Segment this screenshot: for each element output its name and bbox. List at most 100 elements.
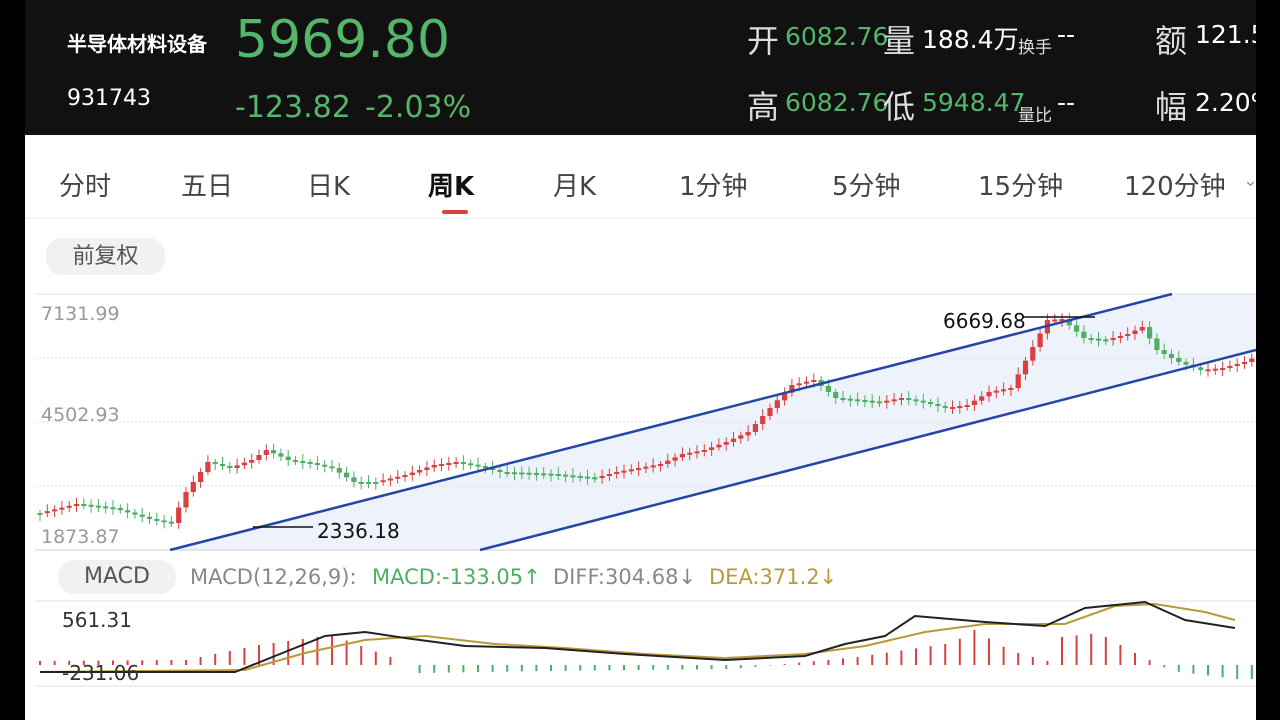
candle-body <box>621 470 627 473</box>
macd-value: MACD:-133.05↑ <box>372 565 541 589</box>
low-value: 5948.47 <box>922 88 1026 117</box>
candle-body <box>964 405 970 407</box>
candle-body <box>789 385 795 393</box>
candle-body <box>833 392 839 398</box>
candle-body <box>1037 333 1043 347</box>
candle-body <box>1234 364 1240 366</box>
candle-body <box>570 475 576 478</box>
high-marker-label: 6669.68 <box>943 309 1026 333</box>
candle-body <box>59 507 65 510</box>
candle-body <box>409 472 415 475</box>
candle-body <box>161 520 167 523</box>
candle-body <box>906 398 912 400</box>
candle-body <box>1154 338 1160 350</box>
candle-body <box>584 476 591 479</box>
candle-body <box>986 392 992 397</box>
candle-body <box>336 468 342 473</box>
candle-body <box>920 400 926 403</box>
tab-120-minute[interactable]: 120分钟 <box>1124 172 1226 202</box>
candle-body <box>796 383 802 386</box>
channel-upper-line <box>169 292 1173 552</box>
tab-five-day[interactable]: 五日 <box>181 172 234 202</box>
macd-chart[interactable]: 561.31 -231.06 <box>25 598 1256 710</box>
candle-body <box>125 510 131 513</box>
tab-1-minute[interactable]: 1分钟 <box>679 172 748 202</box>
candle-body <box>504 472 510 474</box>
candle-body <box>942 406 948 408</box>
candle-body <box>782 392 788 401</box>
tab-monthly-k[interactable]: 月K <box>553 172 597 202</box>
candle-body <box>979 396 985 401</box>
candle-body <box>1081 331 1087 338</box>
candle-body <box>599 476 605 478</box>
candle-body <box>1052 319 1058 322</box>
candle-body <box>672 457 678 461</box>
candle-body <box>198 472 204 482</box>
candle-body <box>168 521 174 524</box>
candle-body <box>66 505 72 508</box>
candle-body <box>52 509 58 512</box>
index-name: 半导体材料设备 <box>67 32 207 56</box>
candle-body <box>292 460 299 462</box>
candle-body <box>351 477 357 482</box>
tab-daily-k[interactable]: 日K <box>307 172 351 202</box>
candle-body <box>760 416 766 424</box>
candle-body <box>1249 358 1255 362</box>
candle-body <box>73 504 80 506</box>
candle-body <box>219 464 226 466</box>
candle-body <box>424 467 430 470</box>
candle-body <box>730 438 737 442</box>
diff-line <box>40 600 1236 673</box>
tab-15-minute[interactable]: 15分钟 <box>978 172 1064 202</box>
amplitude-value: 2.20% <box>1195 88 1256 117</box>
dea-line <box>39 602 1236 673</box>
candle-body <box>577 476 583 478</box>
candle-body <box>519 472 525 475</box>
candle-body <box>891 399 897 402</box>
candle-body <box>212 462 218 464</box>
candle-body <box>88 504 94 507</box>
candle-body <box>1074 325 1080 332</box>
candle-body <box>541 473 547 476</box>
macd-axis-min: -231.06 <box>62 661 139 685</box>
candle-body <box>935 404 941 406</box>
candle-body <box>723 442 729 445</box>
indicator-select-button[interactable]: MACD <box>58 560 176 594</box>
candle-body <box>329 466 335 469</box>
low-label: 低 <box>883 88 916 126</box>
candle-body <box>285 456 291 460</box>
candle-body <box>657 464 664 466</box>
candle-body <box>636 468 642 470</box>
tab-5-minute[interactable]: 5分钟 <box>832 172 901 202</box>
candle-body <box>190 482 196 492</box>
candle-body <box>1161 350 1167 354</box>
candle-body <box>453 462 459 464</box>
candle-body <box>898 398 904 400</box>
tab-weekly-k[interactable]: 周K <box>428 172 475 202</box>
adjust-button[interactable]: 前复权 <box>46 238 165 275</box>
candle-body <box>1095 338 1102 341</box>
candle-body <box>643 466 649 469</box>
active-tab-indicator <box>442 210 468 214</box>
candle-body <box>1117 336 1123 338</box>
candle-body <box>928 402 934 404</box>
open-value: 6082.76 <box>785 22 889 51</box>
candle-body <box>1220 368 1226 370</box>
candle-body <box>380 480 386 483</box>
macd-params: MACD(12,26,9): <box>190 565 357 589</box>
amount-value: 121.5 <box>1195 20 1256 49</box>
candle-body <box>205 462 211 472</box>
candle-body <box>1168 354 1175 358</box>
candle-body <box>993 390 999 393</box>
candle-body <box>716 444 722 448</box>
candle-body <box>1015 374 1021 388</box>
candle-body <box>876 401 883 404</box>
y-axis-label-bottom: 1873.87 <box>41 526 120 548</box>
kline-chart[interactable]: 6669.68 2336.18 7131.99 4502.93 1873.87 <box>25 290 1256 552</box>
candle-body <box>1030 347 1036 361</box>
volume-ratio-label: 量比 <box>1018 106 1052 126</box>
tab-intraday[interactable]: 分时 <box>59 172 112 202</box>
volume-value: 188.4万 <box>922 25 1019 54</box>
chevron-down-icon[interactable]: ⌄ <box>1243 170 1256 191</box>
candle-body <box>446 463 452 465</box>
